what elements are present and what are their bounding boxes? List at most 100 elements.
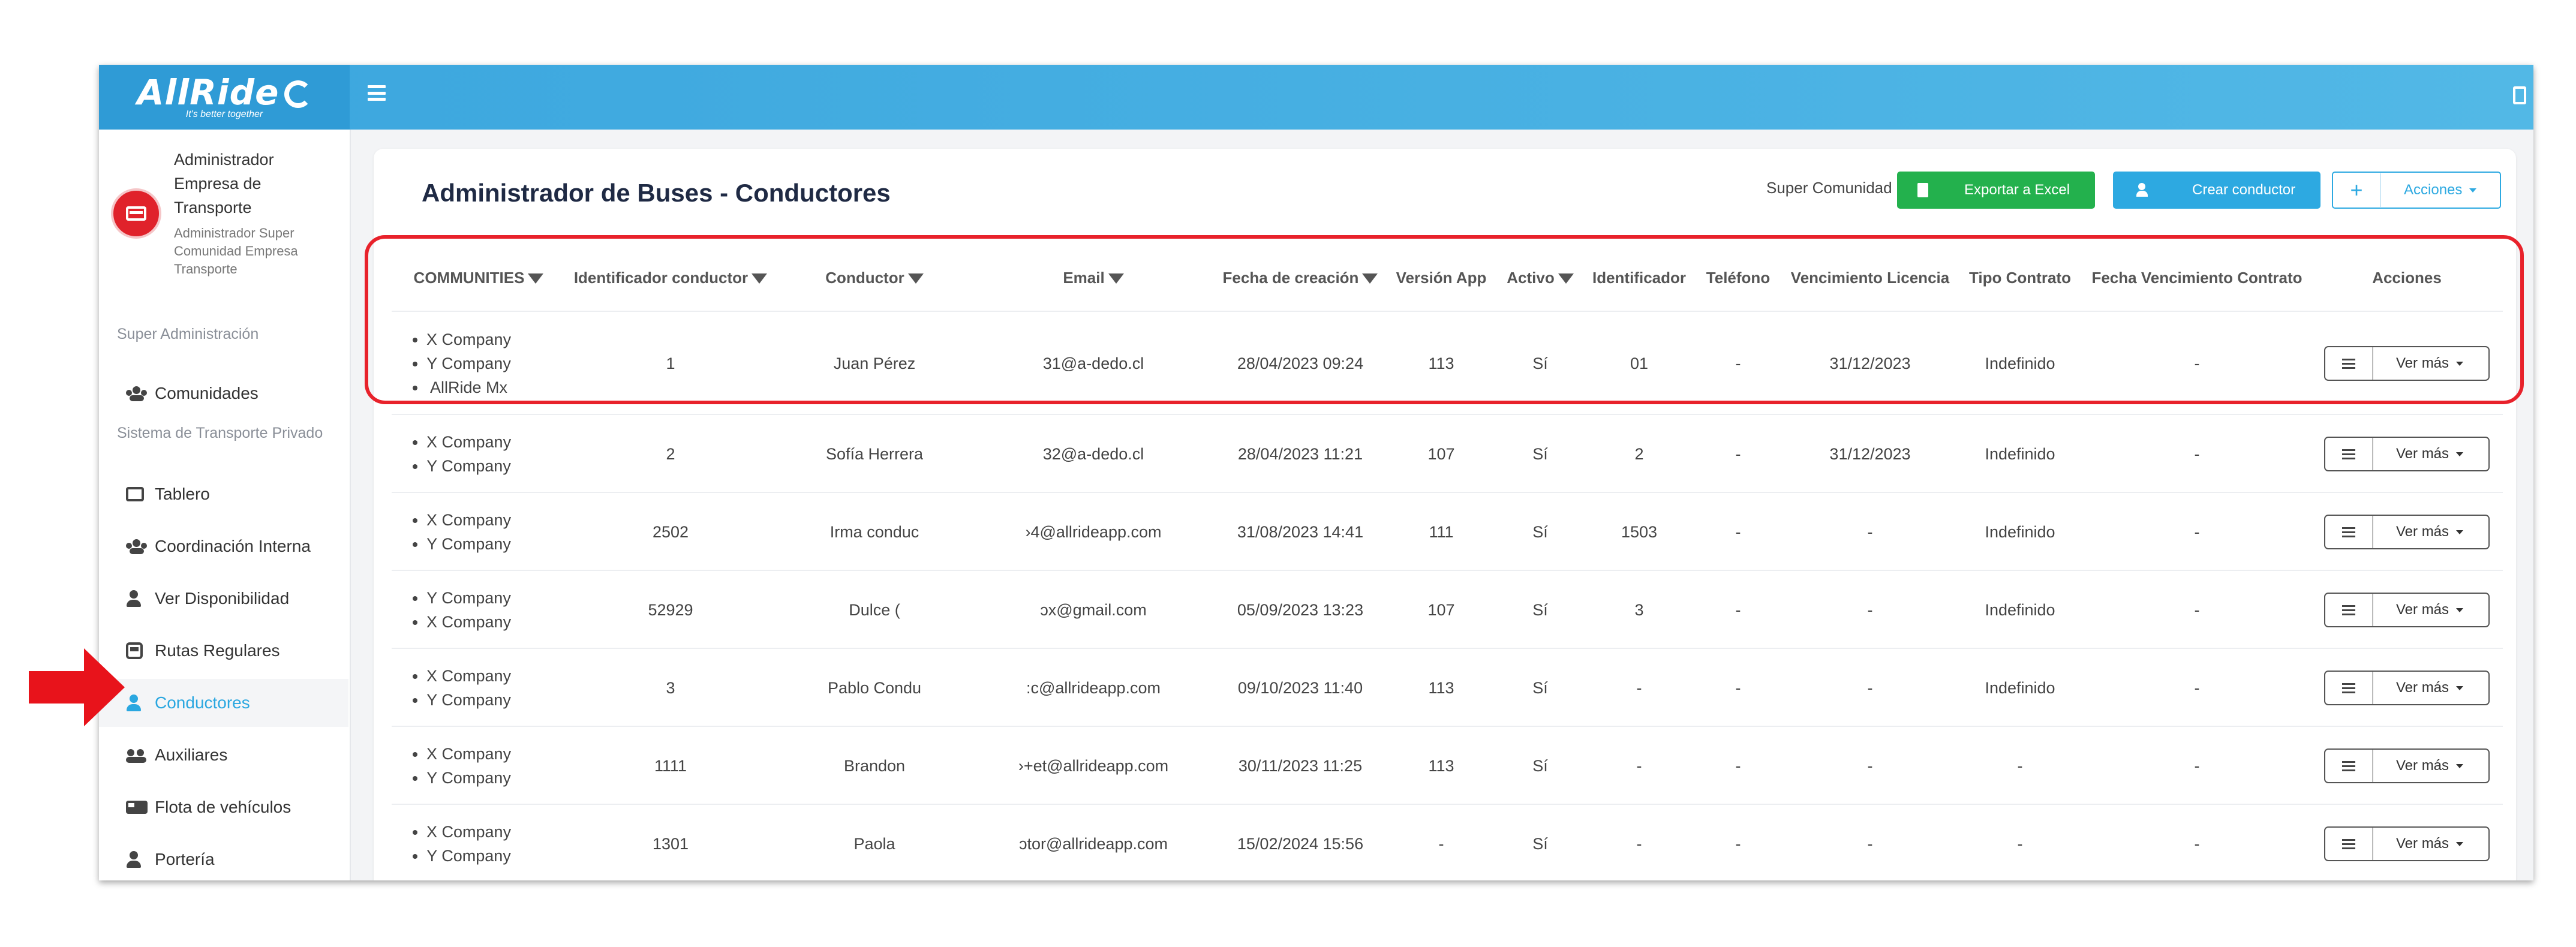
- cell-acciones: Ver más: [2311, 493, 2503, 571]
- cell-telefono: -: [1735, 354, 1741, 372]
- ver-mas-button[interactable]: Ver más: [2324, 346, 2490, 381]
- col-id-conductor[interactable]: Identificador conductor: [566, 245, 775, 311]
- col-conductor[interactable]: Conductor: [775, 245, 973, 311]
- ver-mas-button[interactable]: Ver más: [2324, 748, 2490, 783]
- col-version: Versión App: [1396, 268, 1487, 287]
- community-item: Y Company: [426, 844, 511, 868]
- create-driver-button[interactable]: Crear conductor: [2113, 172, 2320, 209]
- caret-down-icon: [2456, 686, 2464, 690]
- ver-mas-button[interactable]: Ver más: [2324, 671, 2490, 705]
- cell-fecha: 28/04/2023 11:21: [1237, 444, 1363, 463]
- filter-icon[interactable]: [1362, 273, 1378, 284]
- ver-mas-button[interactable]: Ver más: [2324, 437, 2490, 471]
- cell-telefono: -: [1735, 678, 1741, 697]
- cell-telefono: -: [1735, 834, 1741, 853]
- sidebar-item-coordinacion[interactable]: Coordinación Interna: [99, 522, 348, 570]
- table-row: X CompanyY Company 2 Sofía Herrera 32@a-ded…: [392, 414, 2503, 493]
- cell-fecha: 05/09/2023 13:23: [1237, 600, 1364, 619]
- sidebar-item-auxiliares[interactable]: Auxiliares: [99, 731, 348, 779]
- community-item: X Company: [426, 327, 511, 351]
- menu-toggle-icon[interactable]: [368, 85, 386, 101]
- cell-vencimiento-contrato: -: [2194, 354, 2200, 372]
- ver-mas-button[interactable]: Ver más: [2324, 593, 2490, 627]
- cell-acciones: Ver más: [2311, 727, 2503, 805]
- sidebar-item-rutas[interactable]: Rutas Regulares: [99, 627, 348, 675]
- cell-activo: Sí: [1532, 354, 1548, 372]
- cell-licencia: -: [1867, 834, 1873, 853]
- cell-version: 107: [1427, 600, 1455, 619]
- cell-email: :c@allrideapp.com: [1026, 678, 1161, 697]
- cell-identificador: 3: [1634, 600, 1644, 619]
- cell-vencimiento-contrato: -: [2194, 522, 2200, 541]
- filter-icon[interactable]: [1558, 273, 1574, 284]
- brand-logo[interactable]: AllRide It's better together: [99, 65, 350, 130]
- cell-id-conductor: 52929: [648, 600, 693, 619]
- table-row: X CompanyY Company 3 Pablo Condu:c@allride…: [392, 648, 2503, 727]
- community-item: X Company: [426, 664, 511, 688]
- sidebar-item-label: Coordinación Interna: [155, 537, 311, 555]
- cell-communities: X CompanyY Company: [392, 805, 566, 880]
- col-fecha[interactable]: Fecha de creación: [1213, 245, 1387, 311]
- cell-identificador: 1503: [1621, 522, 1658, 541]
- cell-telefono: -: [1735, 756, 1741, 775]
- filter-icon[interactable]: [528, 273, 544, 284]
- sidebar-item-disponibilidad[interactable]: Ver Disponibilidad: [99, 575, 348, 623]
- community-item: Y Company: [426, 586, 511, 610]
- export-excel-button[interactable]: Exportar a Excel: [1897, 172, 2095, 209]
- create-driver-label: Crear conductor: [2192, 182, 2296, 198]
- bus-icon: [126, 206, 146, 221]
- cell-activo: Sí: [1532, 678, 1548, 697]
- cell-version: 107: [1427, 444, 1455, 463]
- cell-fecha: 31/08/2023 14:41: [1237, 522, 1364, 541]
- cell-email: 32@a-dedo.cl: [1042, 444, 1144, 463]
- cell-contrato: Indefinido: [1985, 678, 2055, 697]
- col-communities[interactable]: COMMUNITIES: [392, 245, 566, 311]
- ver-mas-button[interactable]: Ver más: [2324, 515, 2490, 549]
- sidebar-item-flota[interactable]: Flota de vehículos: [99, 783, 348, 831]
- community-item: X Company: [426, 508, 511, 532]
- col-telefono: Teléfono: [1706, 268, 1771, 287]
- cell-id-conductor: 2: [666, 444, 675, 463]
- panel-toggle-icon[interactable]: [2513, 86, 2526, 104]
- cell-fecha: 09/10/2023 11:40: [1237, 678, 1363, 697]
- sidebar-item-label: Auxiliares: [155, 745, 228, 764]
- col-email[interactable]: Email: [973, 245, 1213, 311]
- red-arrow-icon: [29, 648, 125, 726]
- col-activo[interactable]: Activo: [1495, 245, 1585, 311]
- list-icon: [2325, 672, 2373, 704]
- sidebar-item-label: Rutas Regulares: [155, 641, 280, 660]
- cell-identificador: 01: [1630, 354, 1649, 372]
- cell-id-conductor: 1111: [654, 756, 687, 775]
- sidebar-item-label: Portería: [155, 850, 215, 868]
- ver-mas-button[interactable]: Ver más: [2324, 826, 2490, 861]
- col-vencimiento-contrato: Fecha Vencimiento Contrato: [2091, 268, 2303, 287]
- community-item: X Company: [426, 820, 511, 844]
- sidebar-item-tablero[interactable]: Tablero: [99, 470, 348, 518]
- filter-icon[interactable]: [907, 273, 924, 284]
- cell-id-conductor: 3: [666, 678, 675, 697]
- avatar: [111, 188, 161, 239]
- cell-contrato: Indefinido: [1985, 354, 2055, 372]
- sidebar-item-label: Conductores: [155, 693, 250, 712]
- filter-icon[interactable]: [752, 273, 768, 284]
- cell-version: -: [1438, 834, 1444, 853]
- cell-acciones: Ver más: [2311, 649, 2503, 727]
- table-header: COMMUNITIES Identificador conductor Cond…: [392, 245, 2503, 311]
- truck-icon: [126, 801, 148, 814]
- cell-acciones: Ver más: [2311, 571, 2503, 649]
- cell-version: 113: [1428, 678, 1454, 697]
- list-icon: [2325, 750, 2373, 782]
- cell-email: ɔx@gmail.com: [1040, 600, 1147, 619]
- sidebar-item-porteria[interactable]: Portería: [99, 835, 348, 880]
- sidebar-item-label: Tablero: [155, 485, 210, 503]
- filter-icon[interactable]: [1108, 273, 1124, 284]
- sidebar-item-conductores[interactable]: Conductores: [99, 679, 348, 727]
- actions-dropdown[interactable]: + Acciones: [2332, 172, 2501, 209]
- users-icon: [126, 748, 146, 763]
- ver-mas-label: Ver más: [2396, 355, 2449, 371]
- cell-acciones: Ver más: [2311, 415, 2503, 493]
- table-row: Y CompanyX Company 52929 Dulce (ɔx@gmail.c…: [392, 570, 2503, 649]
- sidebar-item-comunidades[interactable]: Comunidades: [99, 369, 348, 417]
- cell-contrato: Indefinido: [1985, 522, 2055, 541]
- cell-conductor: Brandon: [843, 756, 906, 775]
